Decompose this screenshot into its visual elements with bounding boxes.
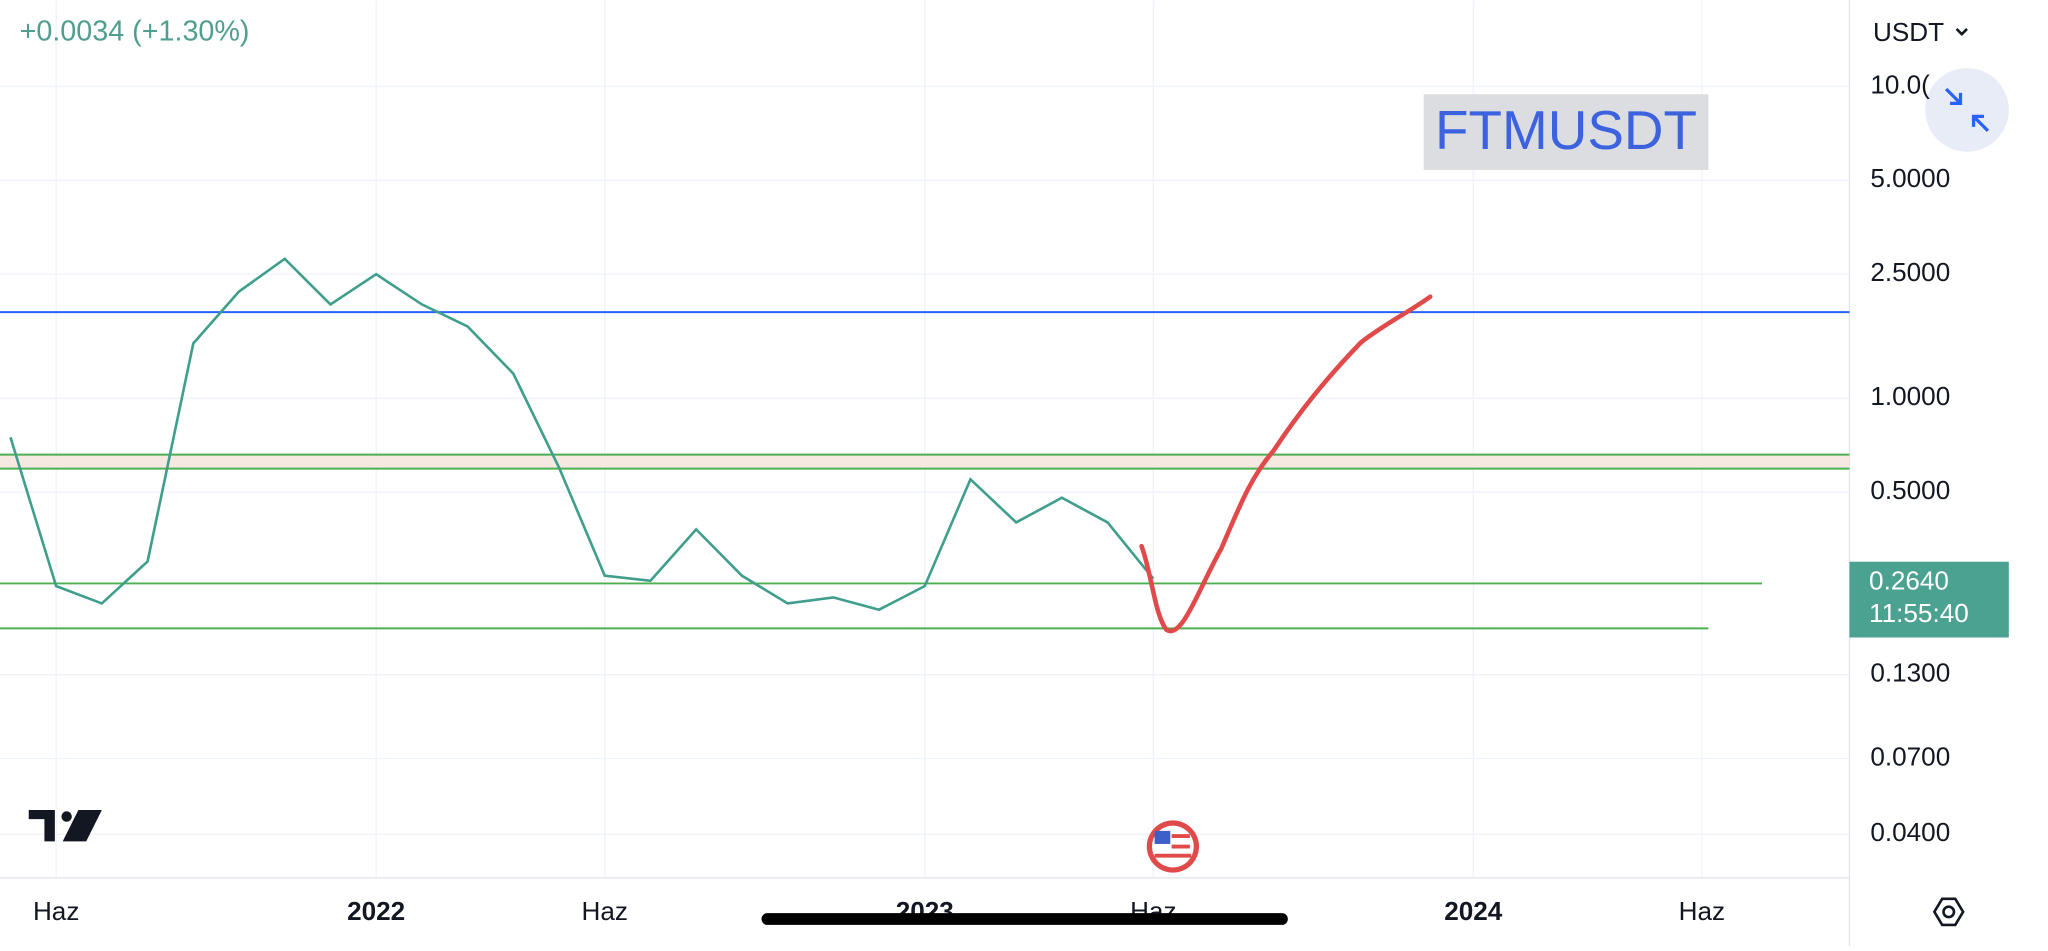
x-tick-label: Haz	[1679, 896, 1725, 926]
countdown: 11:55:40	[1869, 598, 1969, 628]
symbol-box	[1423, 94, 1709, 170]
y-tick-label: 5.0000	[1870, 163, 1950, 193]
flag-icon	[1154, 834, 1192, 858]
y-tick-label: 2.5000	[1870, 257, 1950, 287]
price-change: +0.0034 (+1.30%)	[20, 15, 250, 47]
x-tick-label: 2024	[1444, 896, 1503, 926]
y-tick-label: 0.0700	[1870, 741, 1950, 771]
y-tick-label: 1.0000	[1870, 381, 1950, 411]
flag-icon	[1154, 830, 1171, 844]
exit-fullscreen-icon	[1944, 87, 1990, 132]
currency-select[interactable]: USDT	[1873, 17, 1944, 47]
y-tick-label: 0.1300	[1870, 658, 1950, 688]
tradingview-logo	[28, 809, 102, 842]
grid	[0, 0, 1850, 878]
tradingview-logo-dot	[61, 811, 72, 822]
exit-fullscreen-button[interactable]	[1925, 68, 2009, 152]
y-tick-label: 0.5000	[1870, 475, 1950, 505]
drawn-curve	[1139, 294, 1433, 634]
settings-icon	[1942, 905, 1956, 919]
y-tick-label: 0.0400	[1870, 817, 1950, 847]
zone-band	[0, 454, 1850, 469]
x-tick-label: 2022	[347, 896, 405, 926]
price-label-box	[1849, 561, 2009, 638]
y-tick-label: 10.0(	[1870, 69, 1930, 99]
marks	[0, 257, 1850, 630]
x-tick-label: Haz	[33, 896, 79, 926]
x-tick-label: Haz	[582, 896, 628, 926]
home-indicator	[761, 913, 1288, 925]
price-line	[9, 257, 1155, 612]
symbol: FTMUSDT	[1435, 99, 1697, 161]
settings-button[interactable]	[1932, 897, 1965, 927]
dropdown-icon[interactable]	[1955, 27, 1968, 36]
overlay: 10.0( 5.0000 2.5000 1.0000 0.5000 0.1300 0.070…	[33, 69, 2009, 926]
last-price: 0.2640	[1869, 566, 1949, 596]
